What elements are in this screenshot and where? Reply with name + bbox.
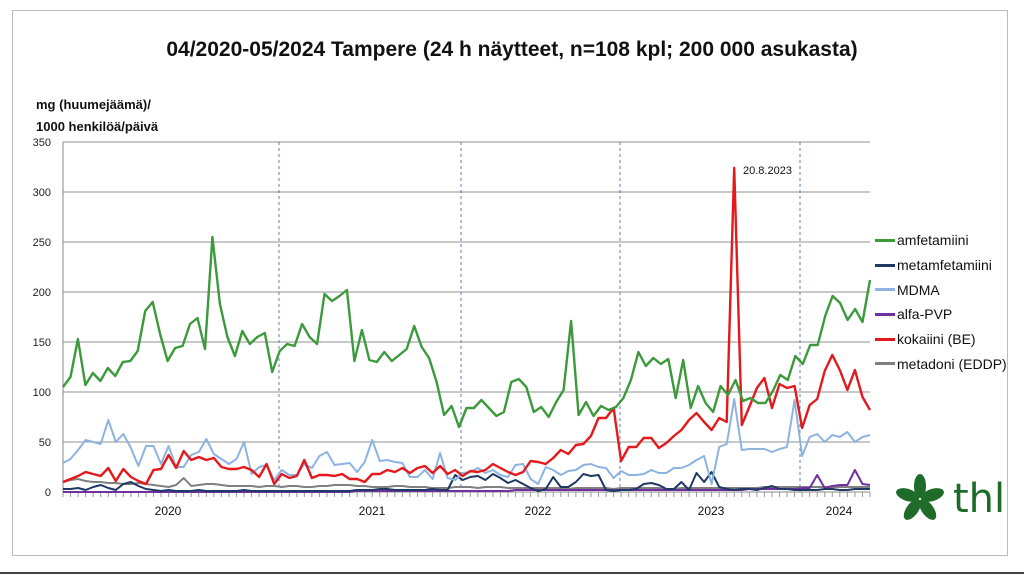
x-tick-label: 2022 [525,504,552,518]
y-tick-label: 200 [33,287,51,299]
legend-label: metadoni (EDDP) [897,355,1007,372]
legend-label: amfetamiini [897,232,969,249]
series-line-amfetamiini [62,235,872,429]
y-axis-label: mg (huumejäämä)/ 1000 henkilöä/päivä [36,94,158,138]
y-axis-label-line2: 1000 henkilöä/päivä [36,119,159,134]
legend-swatch [875,362,895,366]
legend-item: kokaiini (BE) [875,327,1007,352]
series-line-metadoni-eddp- [62,477,870,490]
x-tick-label: 2024 [826,504,853,518]
legend-swatch [875,312,895,316]
legend-swatch [875,337,895,341]
chart-title: 04/2020-05/2024 Tampere (24 h näytteet, … [166,38,858,61]
legend-label: alfa-PVP [897,306,953,323]
annotation-label: 20.8.2023 [743,165,792,177]
legend-item: amfetamiini [875,228,1007,253]
y-tick-label: 250 [33,237,51,249]
y-tick-label: 100 [33,387,51,399]
bottom-divider [0,572,1024,574]
legend-item: MDMA [875,277,1007,302]
legend-label: kokaiini (BE) [897,331,976,348]
legend-label: metamfetamiini [897,257,992,274]
thl-logo: thl [893,472,1005,526]
x-tick-label: 2020 [155,504,182,518]
legend: amfetamiini metamfetamiini MDMA alfa-PVP kok… [875,228,1007,376]
legend-item: metadoni (EDDP) [875,351,1007,376]
y-tick-label: 300 [33,187,51,199]
series-line-kokaiini-be- [62,166,872,486]
legend-item: metamfetamiini [875,253,1007,278]
x-tick-label: 2021 [359,504,386,518]
legend-swatch [875,238,895,242]
y-tick-label: 150 [33,337,51,349]
y-tick-label: 350 [33,137,51,149]
y-tick-label: 50 [39,437,51,449]
legend-item: alfa-PVP [875,302,1007,327]
y-axis-label-line1: mg (huumejäämä)/ [36,97,151,112]
x-tick-label: 2023 [698,504,725,518]
chart-frame [12,10,1008,556]
legend-label: MDMA [897,281,940,298]
y-tick-label: 0 [45,487,51,499]
logo-text: thl [953,476,1006,522]
series-line-metamfetamiini [63,471,870,492]
legend-swatch [875,263,895,267]
flower-icon [896,474,944,520]
legend-swatch [875,288,895,292]
